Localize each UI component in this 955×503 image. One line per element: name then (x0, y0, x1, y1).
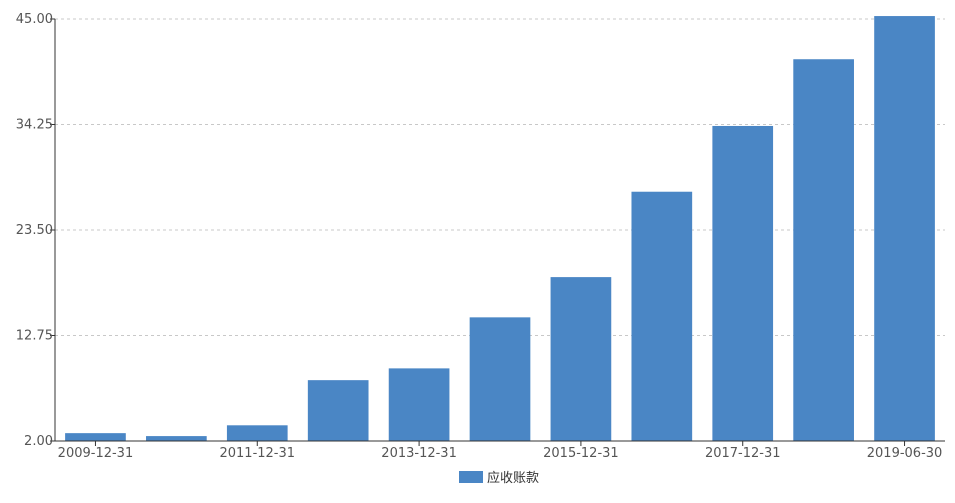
bar (550, 277, 612, 441)
bars (65, 16, 935, 441)
y-tick-label: 2.00 (24, 434, 53, 449)
bar (65, 433, 126, 441)
x-tick-label: 2009-12-31 (58, 446, 134, 461)
bar (793, 59, 854, 441)
x-tick-label: 2011-12-31 (219, 446, 295, 461)
legend-label: 应收账款 (487, 470, 539, 486)
x-tick-label: 2013-12-31 (381, 446, 457, 461)
y-tick-label: 45.00 (16, 12, 53, 27)
legend-swatch (459, 471, 483, 483)
bar (874, 16, 935, 441)
bar (469, 317, 531, 441)
x-tick-label: 2015-12-31 (543, 446, 619, 461)
bar (388, 368, 450, 441)
bar (146, 436, 207, 441)
legend: 应收账款 (459, 470, 539, 486)
axes: 2.00 12.75 23.50 34.25 45.00 2009-12-31 2011-1… (16, 12, 945, 461)
bar (226, 425, 288, 441)
y-tick-label: 23.50 (16, 223, 53, 238)
bar (631, 191, 693, 441)
y-tick-label: 12.75 (16, 329, 53, 344)
x-tick-label: 2017-12-31 (705, 446, 781, 461)
bar (712, 125, 774, 441)
y-tick-label: 34.25 (16, 118, 53, 133)
x-tick-label: 2019-06-30 (867, 446, 943, 461)
bar (307, 380, 369, 441)
